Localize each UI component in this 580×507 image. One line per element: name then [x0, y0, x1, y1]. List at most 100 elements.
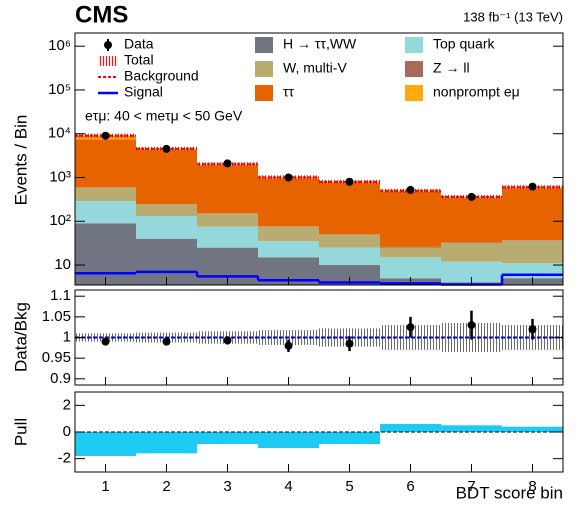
legend-swatch — [255, 61, 273, 77]
y-tick-label: 0.95 — [42, 349, 71, 366]
ratio-point — [162, 337, 171, 346]
legend-swatch — [405, 61, 423, 77]
pull-bar — [441, 425, 502, 432]
legend-swatch — [98, 56, 118, 66]
stack-segment — [75, 201, 136, 224]
ratio-point — [223, 336, 232, 345]
y-tick-label: 1.05 — [42, 308, 71, 325]
y-tick-label: 10⁵ — [48, 81, 71, 98]
legend-label: Z → ll — [433, 60, 470, 76]
x-tick-label: 6 — [406, 478, 414, 495]
legend-label: Signal — [124, 84, 163, 100]
y-tick-label: 10⁶ — [48, 37, 71, 54]
data-point — [406, 185, 415, 194]
stack-segment — [441, 242, 502, 243]
pull-bar — [258, 432, 319, 448]
stack-segment — [380, 247, 441, 258]
lumi-label: 138 fb⁻¹ (13 TeV) — [463, 9, 563, 24]
stack-segment — [75, 187, 136, 202]
stack-segment — [319, 234, 380, 248]
legend-label: Total — [124, 52, 154, 68]
x-tick-label: 7 — [467, 478, 475, 495]
legend-label: ττ — [283, 84, 295, 100]
stack-segment — [502, 240, 563, 241]
pull-bar — [380, 424, 441, 432]
stack-segment — [380, 257, 441, 279]
cms-label: CMS — [75, 1, 128, 28]
legend-swatch — [255, 85, 273, 101]
legend-label: Top quark — [433, 36, 495, 52]
stack-segment — [136, 216, 197, 239]
ratio-point — [345, 339, 354, 348]
y-tick-label: -2 — [58, 450, 71, 467]
ratio-point — [284, 341, 293, 350]
x-tick-label: 3 — [223, 478, 231, 495]
y-tick-label: 10⁴ — [48, 125, 71, 142]
stack-segment — [258, 226, 319, 227]
y-tick-label: 0 — [63, 423, 71, 440]
x-tick-label: 2 — [162, 478, 170, 495]
ratio-axis-label: Data/Bkg — [11, 302, 30, 372]
data-point — [284, 173, 293, 182]
axes-frame — [74, 32, 564, 286]
x-tick-label: 1 — [101, 478, 109, 495]
ratio-point — [467, 321, 476, 330]
legend-swatch — [405, 37, 423, 53]
pull-bar — [319, 432, 380, 444]
y-tick-label: 10³ — [49, 168, 71, 185]
pull-bar — [75, 432, 136, 456]
legend-label: nonprompt eμ — [433, 84, 520, 100]
data-point — [223, 159, 232, 168]
x-tick-label: 8 — [528, 478, 536, 495]
stack-segment — [441, 242, 502, 262]
legend-label: H → ττ,WW — [283, 36, 357, 52]
ratio-point — [406, 323, 415, 332]
x-tick-label: 5 — [345, 478, 353, 495]
legend-label: Data — [124, 36, 154, 52]
ratio-point — [101, 337, 110, 346]
pull-axis-label: Pull — [11, 418, 30, 446]
y-tick-label: 10² — [49, 212, 71, 229]
data-point — [101, 131, 110, 140]
data-point — [528, 182, 537, 191]
stack-segment — [502, 240, 563, 264]
y-tick-label: 1 — [63, 328, 71, 345]
legend-label: W, multi-V — [283, 60, 347, 76]
stack-segment — [380, 192, 441, 247]
stack-segment — [380, 246, 441, 248]
pull-bar — [197, 432, 258, 444]
stack-segment — [258, 226, 319, 242]
y-tick-label: 0.9 — [50, 370, 71, 387]
legend-label: Background — [124, 68, 199, 84]
stack-segment — [136, 150, 197, 205]
stack-segment — [441, 198, 502, 243]
data-point — [162, 144, 171, 153]
ratio-point — [528, 325, 537, 334]
y-axis-label: Events / Bin — [11, 115, 30, 206]
axes-frame — [74, 289, 564, 386]
stack-segment — [258, 178, 319, 227]
y-tick-label: 2 — [63, 396, 71, 413]
y-tick-label: 1.1 — [50, 287, 71, 304]
stack-segment — [75, 139, 136, 188]
x-axis-label: BDT score bin — [456, 483, 563, 502]
stack-segment — [197, 165, 258, 214]
stack-segment — [319, 183, 380, 235]
annotation: eτμ: 40 < meτμ < 50 GeV — [85, 108, 243, 124]
legend-swatch — [405, 85, 423, 101]
x-tick-label: 4 — [284, 478, 292, 495]
stack-segment — [502, 188, 563, 241]
axes-frame — [74, 391, 564, 473]
stack-segment — [319, 265, 380, 285]
stack-segment — [258, 241, 319, 258]
stack-segment — [75, 223, 136, 285]
stack-segment — [197, 213, 258, 227]
legend-swatch — [255, 37, 273, 53]
y-tick-label: 10 — [54, 256, 71, 273]
pull-bar — [502, 426, 563, 432]
stack-segment — [136, 204, 197, 217]
data-point — [467, 192, 476, 201]
pull-bar — [136, 432, 197, 454]
stack-segment — [441, 261, 502, 283]
